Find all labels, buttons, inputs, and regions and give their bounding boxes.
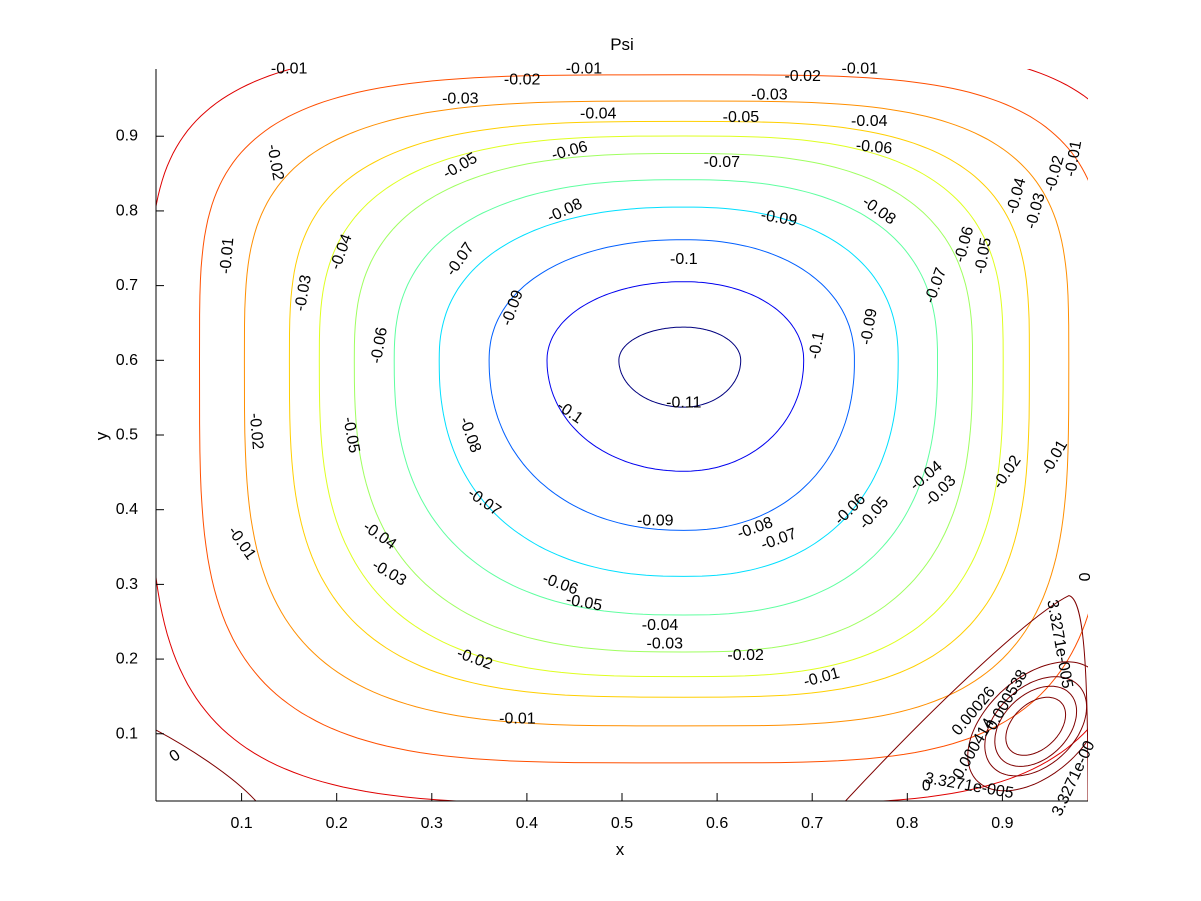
x-tick-label: 0.2 (326, 815, 348, 832)
contour-label: -0.02 (727, 647, 764, 664)
contour-line (546, 281, 805, 472)
contour-line (353, 153, 973, 653)
contour-label: -0.09 (759, 207, 798, 230)
x-tick-label: 0.3 (421, 815, 443, 832)
y-tick-label: 0.5 (116, 427, 138, 444)
contour-label: -0.03 (751, 87, 788, 104)
contour-label: -0.06 (855, 137, 893, 157)
y-tick-label: 0.2 (116, 651, 138, 668)
y-tick-label: 0.8 (116, 202, 138, 219)
contour-label: -0.11 (666, 394, 701, 411)
contour-label: -0.03 (292, 274, 315, 313)
contour-label: -0.01 (842, 61, 879, 78)
contour-label: -0.05 (565, 592, 604, 615)
x-ticks: 0.1 0.2 0.3 0.4 0.5 0.6 0.7 0.8 0.9 (230, 793, 1014, 832)
contour-label: -0.01 (271, 61, 308, 78)
x-tick-label: 0.7 (801, 815, 823, 832)
contour-line (198, 74, 1088, 764)
contour-line (984, 676, 1088, 777)
contour-label: -0.06 (368, 326, 391, 365)
x-tick-label: 0.5 (611, 815, 633, 832)
contour-label: -0.02 (784, 68, 821, 85)
chart-title: Psi (610, 35, 634, 54)
contour-label: -0.01 (566, 61, 603, 78)
contour-label: 0 (922, 778, 931, 795)
contour-label: -0.05 (339, 416, 362, 455)
contour-line (318, 135, 1004, 678)
contour-label: -0.05 (723, 109, 760, 126)
x-tick-label: 0.1 (230, 815, 252, 832)
y-ticks: 0.1 0.2 0.3 0.4 0.5 0.6 0.7 0.8 0.9 (116, 128, 164, 742)
contour-lines (156, 69, 1088, 801)
contour-label: -0.01 (499, 710, 536, 727)
y-tick-label: 0.4 (116, 501, 138, 518)
y-axis-label: y (92, 431, 111, 440)
contour-label: -0.09 (858, 307, 881, 346)
contour-label: -0.03 (442, 90, 479, 107)
contour-line (967, 661, 1088, 792)
contour-label: -0.03 (647, 636, 684, 653)
contour-line (488, 239, 855, 531)
x-tick-label: 0.4 (516, 815, 538, 832)
y-tick-label: 0.3 (116, 576, 138, 593)
y-tick-label: 0.1 (116, 725, 138, 742)
x-tick-label: 0.9 (991, 815, 1013, 832)
y-tick-label: 0.9 (116, 128, 138, 145)
contour-label: -0.09 (637, 512, 674, 529)
y-tick-label: 0.6 (116, 352, 138, 369)
contour-line (845, 595, 1088, 801)
contour-line (288, 120, 1030, 698)
contour-line (618, 326, 742, 408)
contour-label: -0.02 (263, 143, 286, 182)
contour-label: -0.01 (217, 237, 237, 275)
contour-label: 0 (1075, 572, 1092, 581)
contour-label: -0.02 (246, 412, 266, 450)
contour-line (156, 69, 1088, 801)
x-tick-label: 0.6 (706, 815, 728, 832)
contour-line (438, 206, 899, 577)
contour-label: -0.04 (580, 105, 617, 122)
contour-label: -0.02 (504, 72, 541, 89)
contour-label: -0.05 (972, 236, 995, 275)
contour-label: -0.1 (806, 330, 828, 360)
x-tick-label: 0.8 (896, 815, 918, 832)
x-axis-label: x (616, 840, 625, 859)
contour-line (243, 100, 1070, 727)
y-tick-label: 0.7 (116, 277, 138, 294)
contour-label: -0.04 (642, 617, 679, 634)
contour-line (994, 685, 1078, 767)
contour-line (393, 179, 938, 616)
contour-line (1005, 696, 1067, 756)
contour-label: -0.1 (670, 251, 698, 268)
contour-label: -0.01 (1062, 139, 1085, 178)
contour-label: -0.07 (704, 154, 741, 171)
contour-line (156, 729, 257, 801)
contour-label: -0.04 (851, 113, 888, 130)
